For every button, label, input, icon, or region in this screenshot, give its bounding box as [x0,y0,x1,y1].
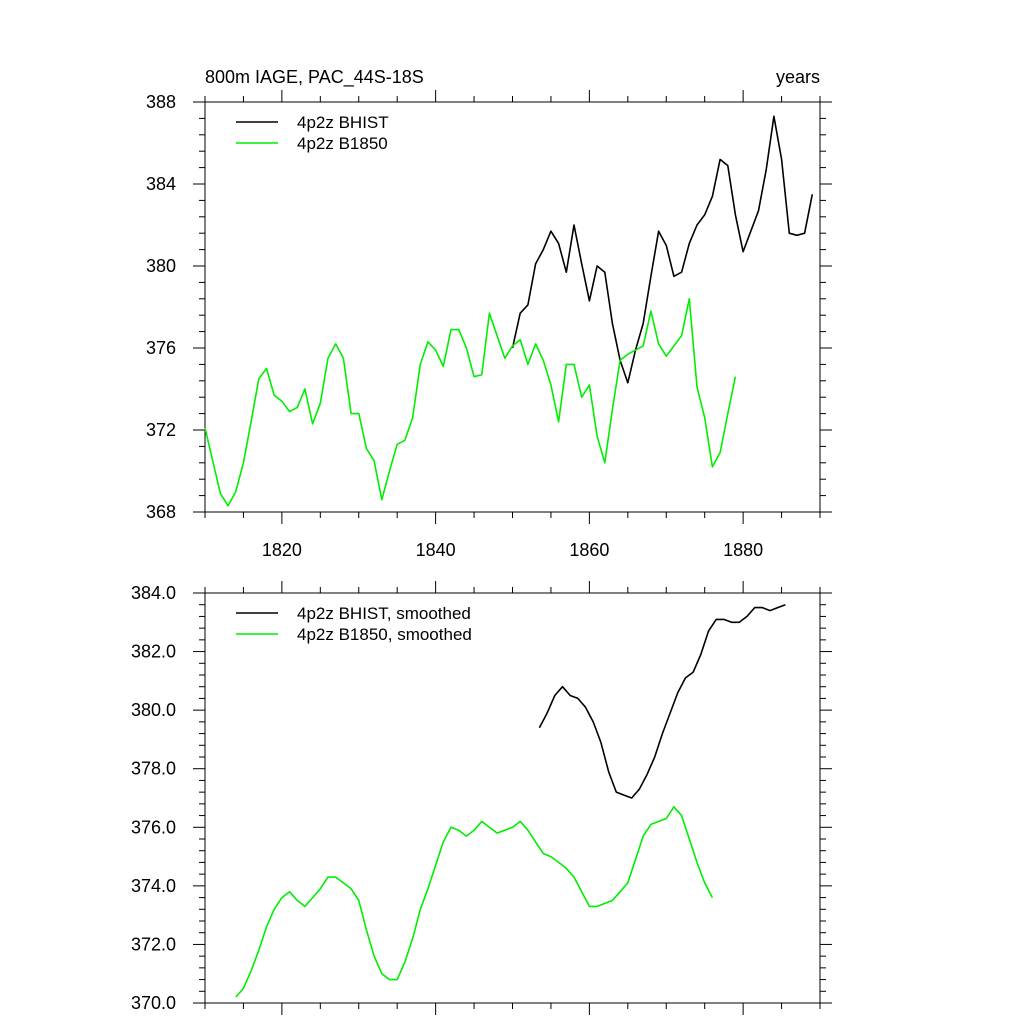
top-y-tick-label: 380 [146,256,176,276]
top-y-tick-label: 388 [146,92,176,112]
bottom-y-tick-label: 380.0 [131,700,176,720]
bottom-panel: 370.0 372.0 374.0 376.0 378.0 380.0 382.0 384.0… [131,581,832,1015]
top-series-line-2 [204,297,737,507]
bottom-plot-frame [204,592,821,1004]
top-y-tick-label: 372 [146,420,176,440]
top-chart-title: 800m IAGE, PAC_44S-18S [205,67,424,88]
top-y-tick-label: 384 [146,174,176,194]
top-panel: 800m IAGE, PAC_44S-18S years 1820 1840 186… [146,67,832,560]
bottom-y-tick-label: 378.0 [131,759,176,779]
bottom-y-tick-label: 382.0 [131,642,176,662]
bottom-legend-label: 4p2z B1850, smoothed [297,625,472,644]
bottom-y-tick-label: 372.0 [131,934,176,954]
bottom-y-tick-label: 384.0 [131,583,176,603]
bottom-y-tick-label: 376.0 [131,817,176,837]
top-x-tick-label: 1820 [262,540,302,560]
bottom-y-tick-label: 370.0 [131,993,176,1013]
top-chart-units: years [776,67,820,87]
top-legend-label: 4p2z BHIST [297,113,389,132]
top-x-tick-label: 1880 [723,540,763,560]
top-series-line-1 [511,115,814,384]
top-legend-label: 4p2z B1850 [297,134,388,153]
top-y-tick-label: 376 [146,338,176,358]
bottom-series-line-1 [538,603,786,799]
top-plot-frame [204,101,821,513]
bottom-legend-label: 4p2z BHIST, smoothed [297,604,471,623]
top-y-tick-label: 368 [146,502,176,522]
bottom-y-tick-label: 374.0 [131,876,176,896]
bottom-series-line-2 [235,805,714,998]
top-x-tick-label: 1860 [569,540,609,560]
top-x-tick-label: 1840 [416,540,456,560]
